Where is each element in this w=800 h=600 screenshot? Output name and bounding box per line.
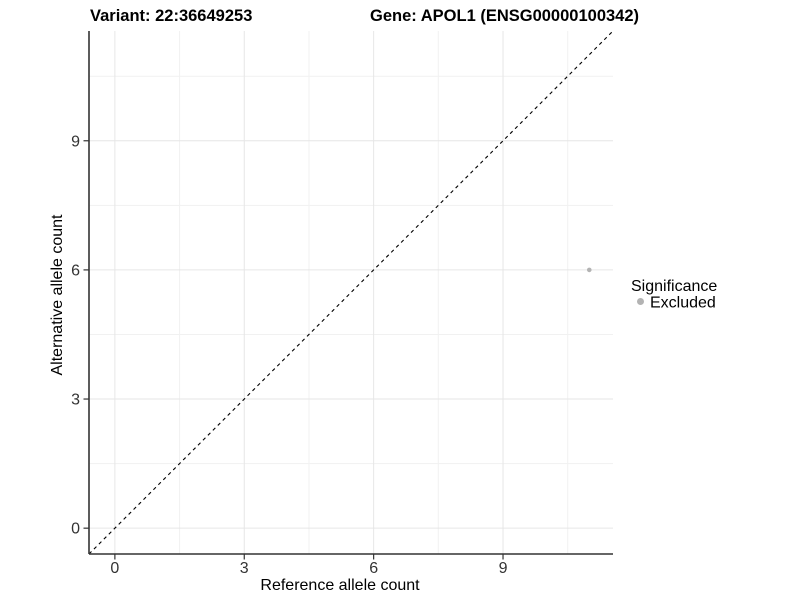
tick-labels-layer: 0 3 6 9 0 3 6 9 bbox=[71, 133, 507, 577]
grid-layer bbox=[89, 31, 613, 554]
legend-label-excluded: Excluded bbox=[650, 295, 716, 312]
x-tick-label: 6 bbox=[369, 560, 378, 577]
plot-title-variant: Variant: 22:36649253 bbox=[90, 7, 252, 25]
x-tick-label: 0 bbox=[110, 560, 119, 577]
identity-line-layer bbox=[88, 30, 614, 555]
plot-title-gene: Gene: APOL1 (ENSG00000100342) bbox=[370, 7, 639, 25]
axes-layer bbox=[83, 31, 613, 560]
x-tick-label: 9 bbox=[499, 560, 508, 577]
identity-line bbox=[88, 30, 614, 555]
data-point bbox=[586, 267, 592, 273]
y-axis-title: Alternative allele count bbox=[49, 214, 66, 376]
x-axis-title: Reference allele count bbox=[260, 577, 420, 594]
y-tick-label: 3 bbox=[71, 392, 80, 409]
legend: Significance Excluded bbox=[631, 278, 717, 312]
y-tick-label: 0 bbox=[71, 521, 80, 538]
legend-swatch-excluded bbox=[637, 298, 644, 305]
x-tick-label: 3 bbox=[240, 560, 249, 577]
y-tick-label: 6 bbox=[71, 262, 80, 279]
legend-title: Significance bbox=[631, 278, 717, 295]
y-tick-label: 9 bbox=[71, 133, 80, 150]
data-points-layer bbox=[586, 267, 592, 273]
